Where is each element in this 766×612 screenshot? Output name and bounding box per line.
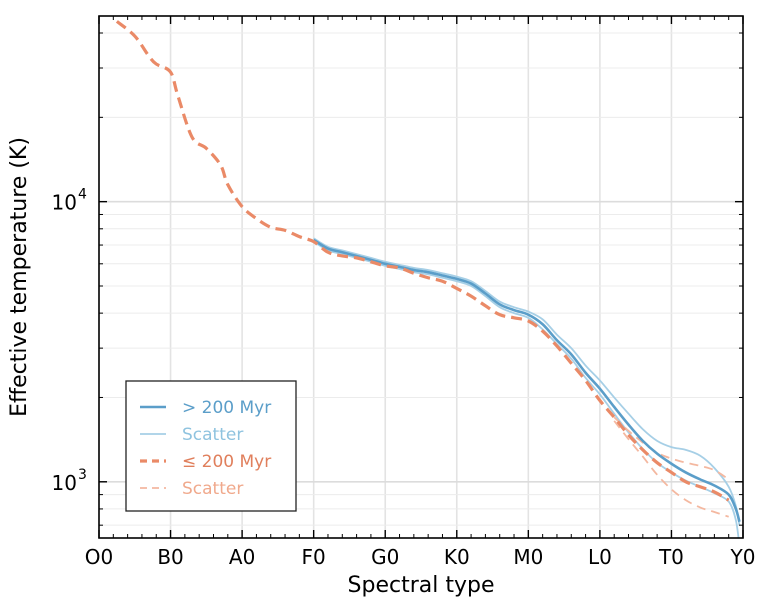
ticks xyxy=(98,16,744,538)
series-young-line xyxy=(115,20,730,502)
x-tick-label: M0 xyxy=(513,545,543,569)
y-tick-label-exponent: 4 xyxy=(78,187,87,203)
x-tick-label: L0 xyxy=(588,545,612,569)
legend-label: > 200 Myr xyxy=(182,398,271,418)
x-tick-label: T0 xyxy=(658,545,684,569)
y-tick-label: 10 xyxy=(52,191,77,215)
x-tick-label: B0 xyxy=(157,545,183,569)
plot-frame xyxy=(98,15,744,539)
series-young-scatter-line xyxy=(613,416,730,481)
y-tick-label-exponent: 3 xyxy=(78,467,87,483)
series-old-line xyxy=(312,238,741,523)
x-tick-label: O0 xyxy=(85,545,113,569)
y-axis-title: Effective temperature (K) xyxy=(7,137,32,417)
legend: > 200 Myr Scatter ≤ 200 Myr Scatter xyxy=(125,380,297,512)
series-old-scatter-line xyxy=(313,237,741,526)
x-tick-label: K0 xyxy=(444,545,470,569)
x-tick-label: Y0 xyxy=(730,545,756,569)
x-tick-label: G0 xyxy=(371,545,399,569)
legend-box xyxy=(125,380,297,512)
legend-label: Scatter xyxy=(182,479,243,499)
plot-area xyxy=(115,20,741,538)
x-tick-label: F0 xyxy=(302,545,326,569)
x-tick-label: A0 xyxy=(229,545,255,569)
legend-label: Scatter xyxy=(182,425,243,445)
y-tick-label: 10 xyxy=(52,471,77,495)
legend-label: ≤ 200 Myr xyxy=(182,452,271,472)
x-axis-title: Spectral type xyxy=(348,573,495,598)
series-layer xyxy=(115,20,741,538)
